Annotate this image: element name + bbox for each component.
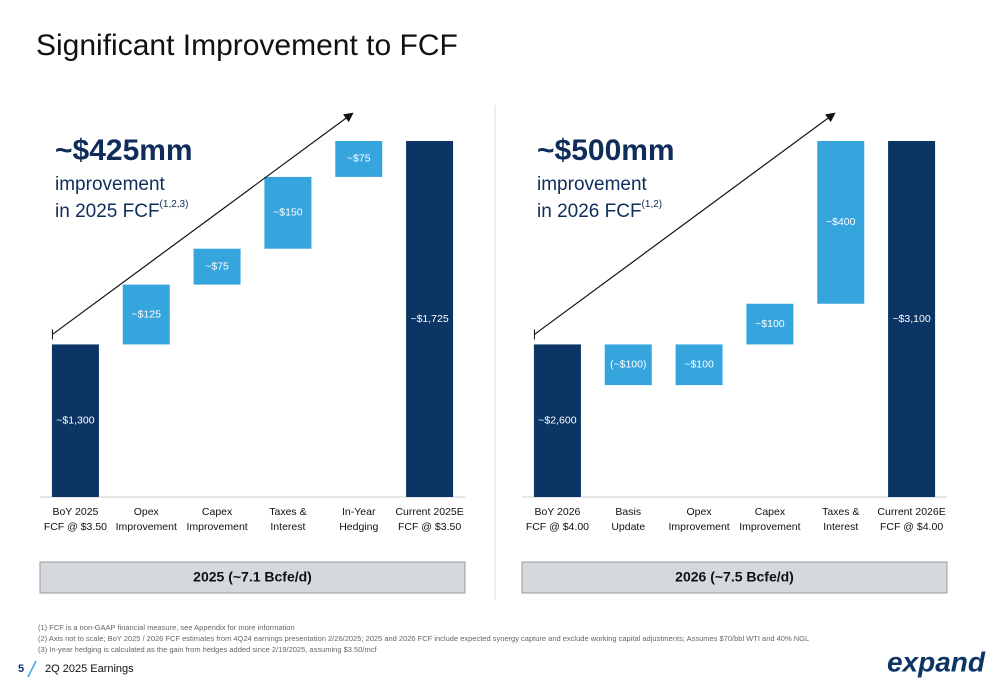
x-label: Improvement — [186, 521, 247, 533]
footer-box-label: 2026 (~7.5 Bcfe/d) — [675, 569, 794, 585]
x-label: Capex — [202, 506, 233, 518]
bar — [888, 141, 936, 497]
value-label: ~$1,300 — [56, 414, 94, 426]
footer-box — [39, 561, 466, 594]
value-label: ~$400 — [826, 216, 856, 228]
x-label: Improvement — [116, 521, 177, 533]
value-label: ~$75 — [205, 260, 229, 272]
bar — [533, 344, 581, 497]
x-label: Interest — [823, 521, 858, 533]
note-ref: (1,2,3) — [160, 199, 189, 210]
separator — [27, 660, 37, 678]
footer-box-label: 2025 (~7.1 Bcfe/d) — [193, 569, 312, 585]
bar — [335, 141, 383, 177]
x-label: Improvement — [668, 521, 729, 533]
x-label: FCF @ $4.00 — [526, 521, 589, 533]
x-label: Capex — [755, 506, 786, 518]
headline: ~$425mm — [55, 134, 193, 167]
x-label: Current 2026E — [877, 506, 945, 518]
headline: ~$500mm — [537, 134, 675, 167]
value-label: ~$100 — [684, 359, 714, 371]
x-label: FCF @ $3.50 — [44, 521, 107, 533]
x-label: Taxes & — [269, 506, 306, 518]
value-label: ~$1,725 — [410, 313, 448, 325]
value-label: (~$100) — [610, 359, 646, 371]
bar — [746, 303, 794, 345]
value-label: ~$100 — [755, 318, 785, 330]
trend-arrow — [534, 112, 836, 335]
logo: expand — [887, 646, 986, 677]
bar — [264, 176, 312, 249]
x-label: Current 2025E — [395, 506, 463, 518]
x-label: Basis — [615, 506, 641, 518]
x-label: Hedging — [339, 521, 378, 533]
value-label: ~$2,600 — [538, 414, 576, 426]
subtitle-text: in 2025 FCF — [55, 201, 160, 222]
footnote: (2) Axis not to scale; BoY 2025 / 2026 F… — [38, 634, 809, 643]
x-label: Taxes & — [822, 506, 859, 518]
slide-title: Significant Improvement to FCF — [36, 29, 458, 62]
trend-arrow — [52, 112, 354, 335]
subtitle: in 2025 FCF(1,2,3) — [55, 199, 188, 222]
bar — [675, 344, 723, 386]
footnote: (1) FCF is a non-GAAP financial measure,… — [38, 623, 295, 632]
footer-box — [521, 561, 948, 594]
bar — [406, 141, 454, 497]
note-ref: (1,2) — [642, 199, 663, 210]
bar — [51, 344, 99, 497]
bar — [817, 141, 865, 304]
footnote: (3) In-year hedging is calculated as the… — [38, 645, 377, 654]
x-label: BoY 2026 — [534, 506, 580, 518]
footer-label: 2Q 2025 Earnings — [45, 663, 134, 675]
x-label: FCF @ $3.50 — [398, 521, 461, 533]
subtitle-text: in 2026 FCF — [537, 201, 642, 222]
x-label: Update — [611, 521, 645, 533]
bar — [122, 284, 170, 345]
x-label: Interest — [270, 521, 305, 533]
value-label: ~$150 — [273, 207, 303, 219]
subtitle: improvement — [55, 174, 166, 195]
value-label: ~$3,100 — [892, 313, 930, 325]
x-label: Opex — [687, 506, 713, 518]
x-label: Opex — [134, 506, 160, 518]
bar — [604, 344, 652, 386]
page-number: 5 — [18, 663, 24, 675]
x-label: FCF @ $4.00 — [880, 521, 943, 533]
x-label: In-Year — [342, 506, 376, 518]
x-label: Improvement — [739, 521, 800, 533]
subtitle: in 2026 FCF(1,2) — [537, 199, 662, 222]
bar — [193, 248, 241, 285]
value-label: ~$75 — [347, 153, 371, 165]
subtitle: improvement — [537, 174, 648, 195]
x-label: BoY 2025 — [52, 506, 98, 518]
value-label: ~$125 — [132, 308, 162, 320]
